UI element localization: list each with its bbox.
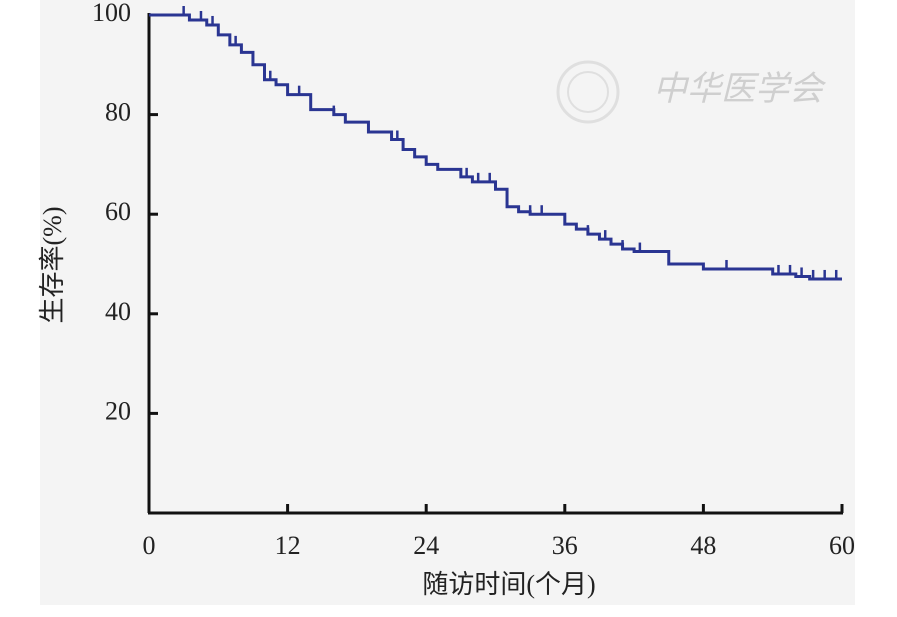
x-axis-label: 随访时间(个月) [422, 570, 595, 599]
background [40, 0, 855, 605]
y-tick-label: 100 [92, 0, 131, 27]
y-tick-label: 40 [105, 297, 131, 326]
watermark-logo [556, 60, 620, 124]
y-tick-label: 80 [105, 98, 131, 127]
x-tick-label: 12 [275, 531, 301, 560]
y-axis-label: 生存率(%) [38, 207, 67, 324]
y-tick-label: 20 [105, 396, 131, 425]
watermark: 中华医学会 [653, 71, 827, 108]
survival-curve [149, 13, 842, 281]
x-tick-label: 24 [413, 531, 439, 560]
x-tick-label: 36 [552, 531, 578, 560]
x-tick-label: 60 [829, 531, 855, 560]
x-tick-label: 0 [143, 531, 156, 560]
x-tick-label: 48 [690, 531, 716, 560]
y-tick-label: 60 [105, 197, 131, 226]
